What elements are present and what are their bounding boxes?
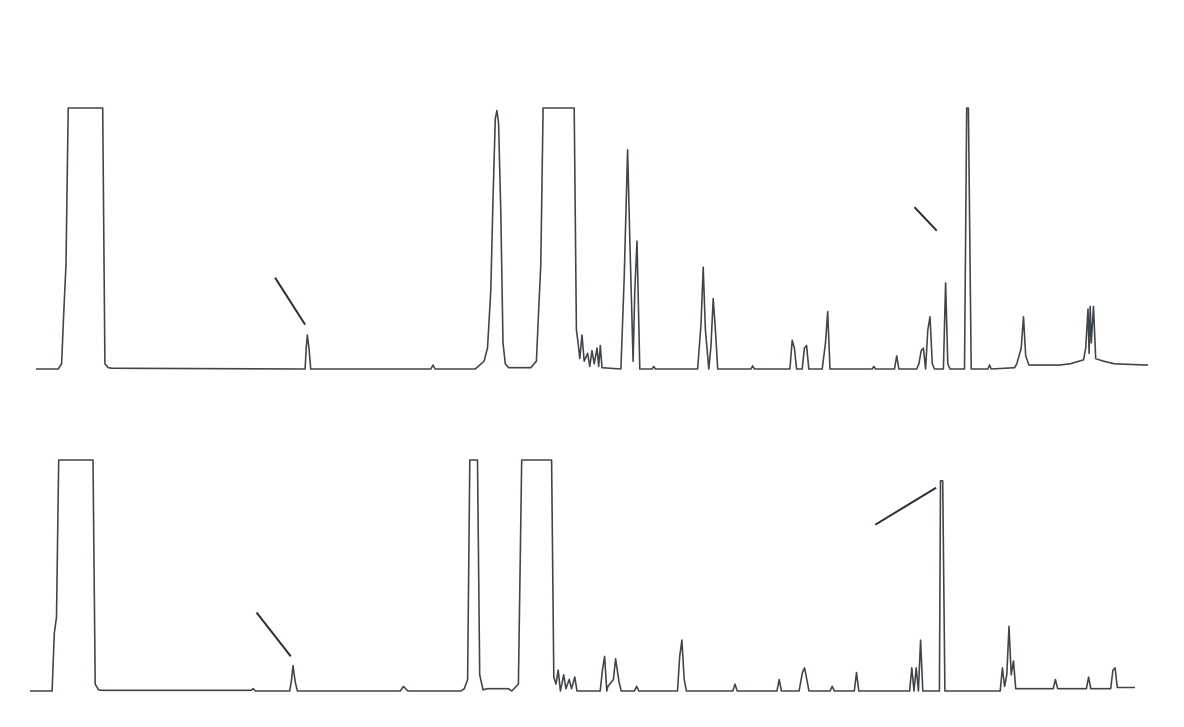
peak-pointer-line (255, 611, 292, 657)
chromatogram-top (36, 107, 1149, 370)
chromatogram-trace-line (36, 107, 1149, 370)
peak-pointer-line (874, 486, 937, 526)
peak-pointer-line (913, 206, 938, 232)
chromatogram-trace-line (30, 459, 1135, 692)
peak-pointer-line (274, 277, 306, 326)
chromatogram-bottom (30, 459, 1135, 692)
